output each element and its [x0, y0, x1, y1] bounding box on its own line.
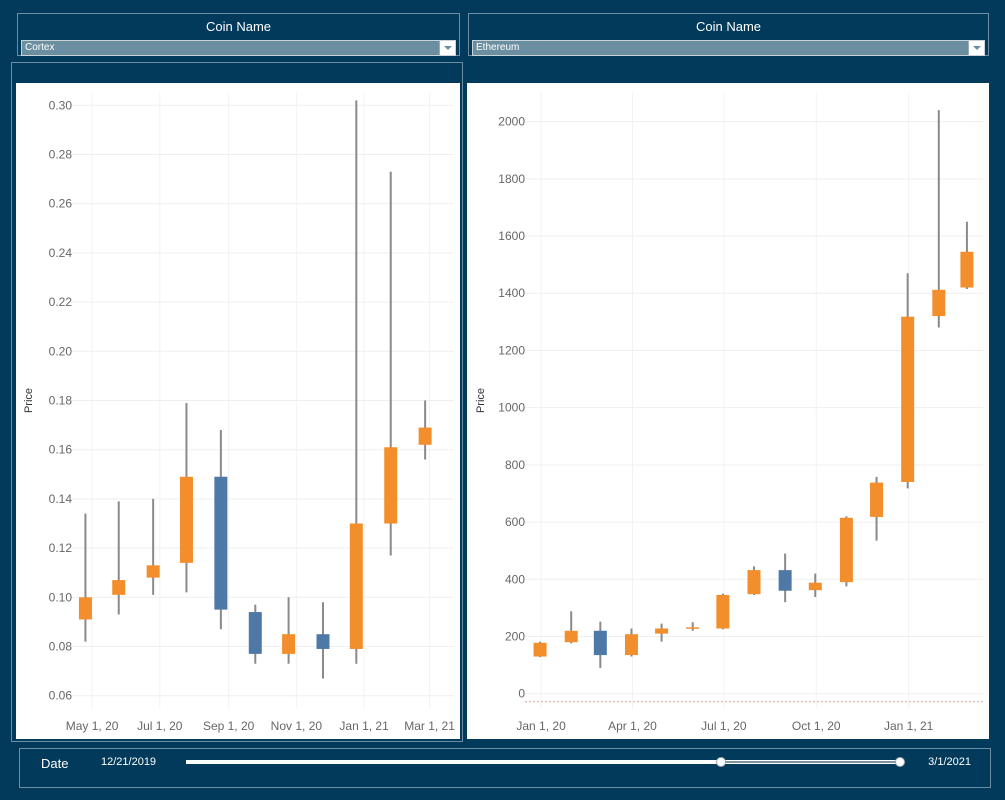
ethereum-candlestick-svg[interactable]: 0 200 400 600 800 1000 1200 1400 1600 1800 2000 Jan… [467, 83, 989, 739]
y-tick-label: 0.14 [49, 492, 73, 506]
coin-filter-left: Coin Name Cortex [17, 13, 460, 56]
y-tick-label: 600 [505, 515, 525, 529]
y-tick-label: 0.12 [49, 541, 73, 555]
ethereum-chart[interactable]: 0 200 400 600 800 1000 1200 1400 1600 1800 2000 Jan… [467, 83, 989, 739]
date-filter-label: Date [41, 756, 69, 771]
date-slider-end-handle[interactable] [895, 757, 905, 767]
y-tick-label: 0.06 [49, 689, 73, 703]
candle-body [686, 627, 700, 629]
x-tick-label: Apr 1, 20 [608, 719, 657, 733]
candle-body [839, 517, 853, 583]
candle-body [564, 630, 578, 643]
candle-body [179, 476, 193, 563]
x-tick-label: Jan 1, 20 [516, 719, 566, 733]
chevron-down-icon[interactable] [968, 41, 984, 55]
y-tick-label: 400 [505, 572, 525, 586]
y-tick-label: 0.18 [49, 394, 73, 408]
y-tick-label: 0.20 [49, 344, 73, 358]
y-tick-label: 0 [518, 687, 525, 701]
date-end-value: 3/1/2021 [928, 756, 971, 768]
cortex-candlestick-svg[interactable]: 0.06 0.08 0.10 0.12 0.14 0.16 0.18 0.20 0.22 0.24… [16, 83, 460, 739]
x-tick-label: Jan 1, 21 [884, 719, 934, 733]
x-tick-label: Sep 1, 20 [203, 719, 255, 733]
candle-body [248, 612, 262, 654]
y-tick-label: 1200 [498, 343, 525, 357]
date-slider-start-handle[interactable] [716, 757, 726, 767]
candle-body [214, 476, 228, 610]
x-tick-label: Mar 1, 21 [404, 719, 455, 733]
date-filter: Date 12/21/2019 3/1/2021 [19, 748, 991, 788]
x-tick-label: Jul 1, 20 [701, 719, 747, 733]
y-tick-label: 200 [505, 629, 525, 643]
x-tick-label: Oct 1, 20 [792, 719, 841, 733]
y-tick-label: 0.16 [49, 443, 73, 457]
date-slider-selection [723, 761, 905, 763]
y-tick-label: 1000 [498, 401, 525, 415]
candle-body [282, 634, 296, 654]
candle-body [349, 523, 363, 649]
x-tick-label: Jul 1, 20 [137, 719, 183, 733]
x-tick-label: May 1, 20 [66, 719, 119, 733]
y-tick-label: 800 [505, 458, 525, 472]
candle-body [808, 582, 822, 591]
y-tick-label: 2000 [498, 115, 525, 129]
coin-filter-right: Coin Name Ethereum [468, 13, 989, 56]
candle-body [932, 289, 946, 317]
y-tick-label: 0.30 [49, 98, 73, 112]
candle-body [624, 634, 638, 656]
chevron-down-icon[interactable] [439, 41, 455, 55]
y-axis-title: Price [475, 388, 487, 413]
y-tick-label: 0.08 [49, 640, 73, 654]
date-slider-track[interactable] [186, 757, 905, 767]
candle-body [655, 628, 669, 634]
candle-body [533, 642, 547, 657]
candle-body [870, 482, 884, 517]
coin-filter-title: Coin Name [695, 19, 762, 34]
x-tick-label: Nov 1, 20 [271, 719, 323, 733]
coin-dropdown-value: Cortex [25, 42, 55, 53]
date-start-value: 12/21/2019 [101, 756, 157, 768]
candle-body [960, 251, 974, 288]
candle-body [146, 565, 160, 578]
coin-dropdown-right[interactable]: Ethereum [472, 40, 985, 56]
y-tick-label: 1600 [498, 229, 525, 243]
candle-body [593, 630, 607, 656]
candle-body [384, 447, 398, 524]
y-axis-title: Price [23, 388, 35, 413]
coin-dropdown-value: Ethereum [476, 42, 520, 53]
y-tick-label: 0.28 [49, 148, 73, 162]
y-tick-label: 0.22 [49, 295, 73, 309]
y-tick-label: 0.26 [49, 197, 73, 211]
y-tick-label: 1400 [498, 286, 525, 300]
candle-body [316, 634, 330, 649]
candle-body [778, 570, 792, 591]
x-tick-label: Jan 1, 21 [339, 719, 389, 733]
candle-body [418, 427, 432, 445]
selected-chart-border [11, 62, 463, 742]
cortex-chart[interactable]: 0.06 0.08 0.10 0.12 0.14 0.16 0.18 0.20 0.22 0.24… [16, 83, 460, 739]
candle-body [78, 597, 92, 620]
candle-body [716, 595, 730, 629]
candle-body [747, 570, 761, 595]
y-tick-label: 0.24 [49, 246, 73, 260]
y-tick-label: 1800 [498, 172, 525, 186]
coin-filter-title: Coin Name [205, 19, 272, 34]
candle-body [901, 316, 915, 483]
candle-body [112, 580, 126, 595]
coin-dropdown-left[interactable]: Cortex [21, 40, 456, 56]
y-tick-label: 0.10 [49, 590, 73, 604]
